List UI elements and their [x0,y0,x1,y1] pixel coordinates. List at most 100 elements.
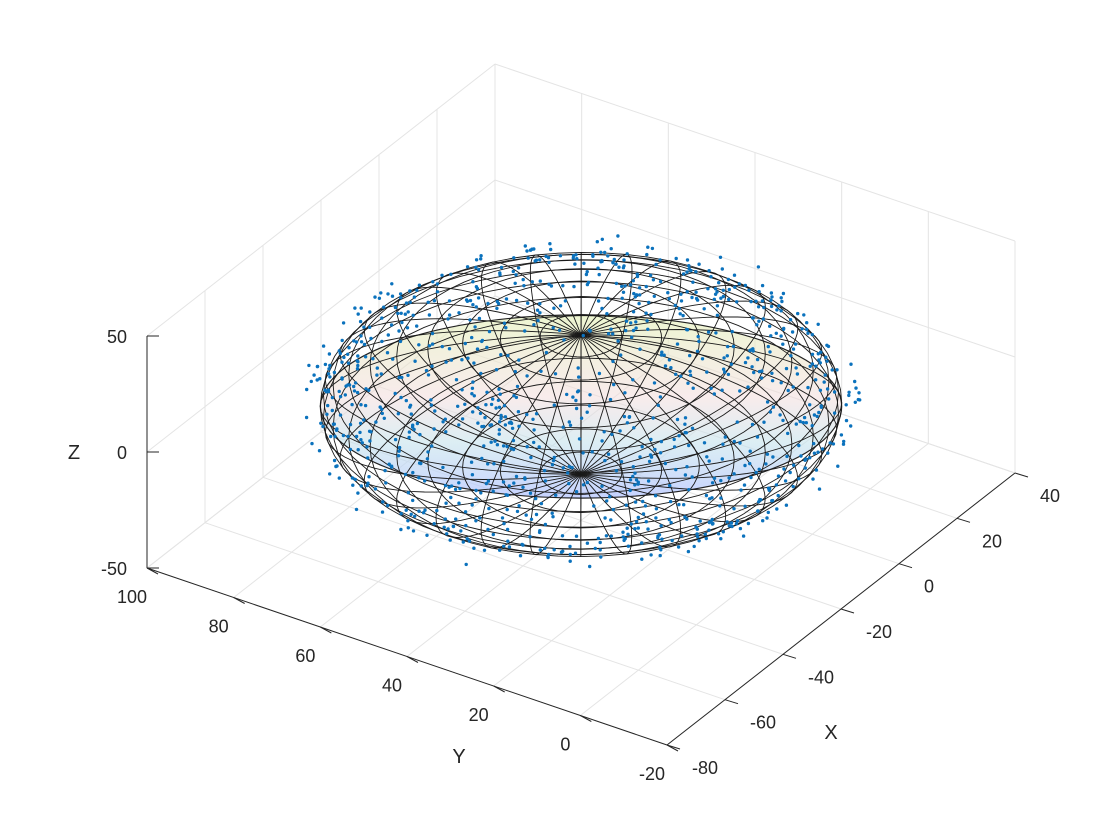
scatter-point [547,282,551,286]
scatter-point [599,250,603,254]
scatter-point [435,508,439,513]
scatter-point [658,395,663,399]
scatter-point [489,440,493,444]
scatter-point [487,506,491,511]
grid-line-floor-y [580,443,929,716]
scatter-point [634,478,639,482]
scatter-point [354,340,359,344]
y-axis-label: Y [452,746,465,768]
scatter-point [454,517,458,521]
scatter-point [305,387,309,392]
scatter-point [513,281,517,285]
scatter-point [619,460,624,464]
scatter-point [425,533,429,537]
scatter-point [479,254,483,258]
scatter-point [502,321,507,325]
scatter-point [446,317,450,321]
scatter-point [366,456,370,460]
scatter-points [304,234,862,569]
ellipsoid-parallel [427,268,735,429]
scatter-point [658,258,662,262]
scatter-point [498,548,502,552]
scatter-point [577,375,581,379]
scatter-point [312,373,316,377]
scatter-point [762,420,766,424]
scatter-point [338,351,342,356]
scatter-point [644,520,648,524]
x-axis-label: X [824,722,837,744]
scatter-point [638,347,642,351]
scatter-point [785,454,789,459]
scatter-point [819,350,823,354]
tick-labels: -80 -60 -40 -20 0 20 40 -20 0 20 40 60 80 100 -50 0 50 [101,327,1060,784]
scatter-point [512,394,516,398]
scatter-point [524,513,528,517]
scatter-point [657,533,662,537]
scatter-point [413,514,417,518]
x-tick-label: -20 [866,622,892,642]
scatter-point [474,488,478,493]
scatter-point [567,464,571,469]
scatter-point [383,468,387,473]
scatter-point [743,504,747,508]
scatter-point [432,522,436,526]
scatter-point [769,291,774,295]
scatter-point [483,415,487,420]
scatter-point [470,392,474,396]
scatter-point [760,299,765,303]
scatter-point [346,361,351,365]
scatter-point [820,447,825,451]
scatter-point [530,280,534,284]
scatter-point [407,430,412,434]
scatter-point [685,270,689,274]
scatter-point [356,448,360,452]
scatter-point [659,548,663,552]
scatter-point [803,466,807,470]
scatter-point [812,451,817,455]
scatter-point [614,281,619,286]
scatter-point [801,420,805,425]
scatter-point [430,331,435,336]
scatter-point [725,354,729,358]
scatter-point [429,398,433,402]
scatter-point [616,234,620,238]
scatter-point [637,301,641,306]
scatter-point [759,376,764,380]
scatter-point [543,479,548,483]
scatter-point [330,408,334,413]
y-tick-label: 40 [382,676,402,696]
scatter-point [568,544,572,549]
scatter-point [815,414,819,419]
scatter-point [620,296,624,300]
scatter-point [522,284,526,288]
scatter-point [709,386,713,390]
grid-line-wall-z [494,63,1016,242]
scatter-point [633,527,637,531]
scatter-point [631,310,636,314]
scatter-point [491,532,495,537]
scatter-point [610,432,614,437]
scatter-point [454,378,459,382]
scatter-point [575,390,580,394]
scatter-point [514,474,519,479]
scatter-point [828,441,832,445]
scatter-point [340,376,344,380]
scatter-point [379,372,383,376]
scatter-point [537,445,541,449]
scatter-point [614,469,619,473]
scatter-point [585,410,589,414]
scatter-point [342,355,346,360]
scatter-point [560,534,565,538]
scatter-point [636,482,640,486]
scatter-point [469,460,474,464]
scatter-point [628,488,632,493]
scatter-point [626,544,631,548]
scatter-point [468,318,472,322]
scatter-point [749,475,753,480]
scatter-point [341,433,346,438]
scatter-point [486,479,491,483]
scatter-point [375,373,379,377]
scatter-point [656,403,660,407]
scatter-point [500,516,505,520]
scatter-point [847,393,851,398]
